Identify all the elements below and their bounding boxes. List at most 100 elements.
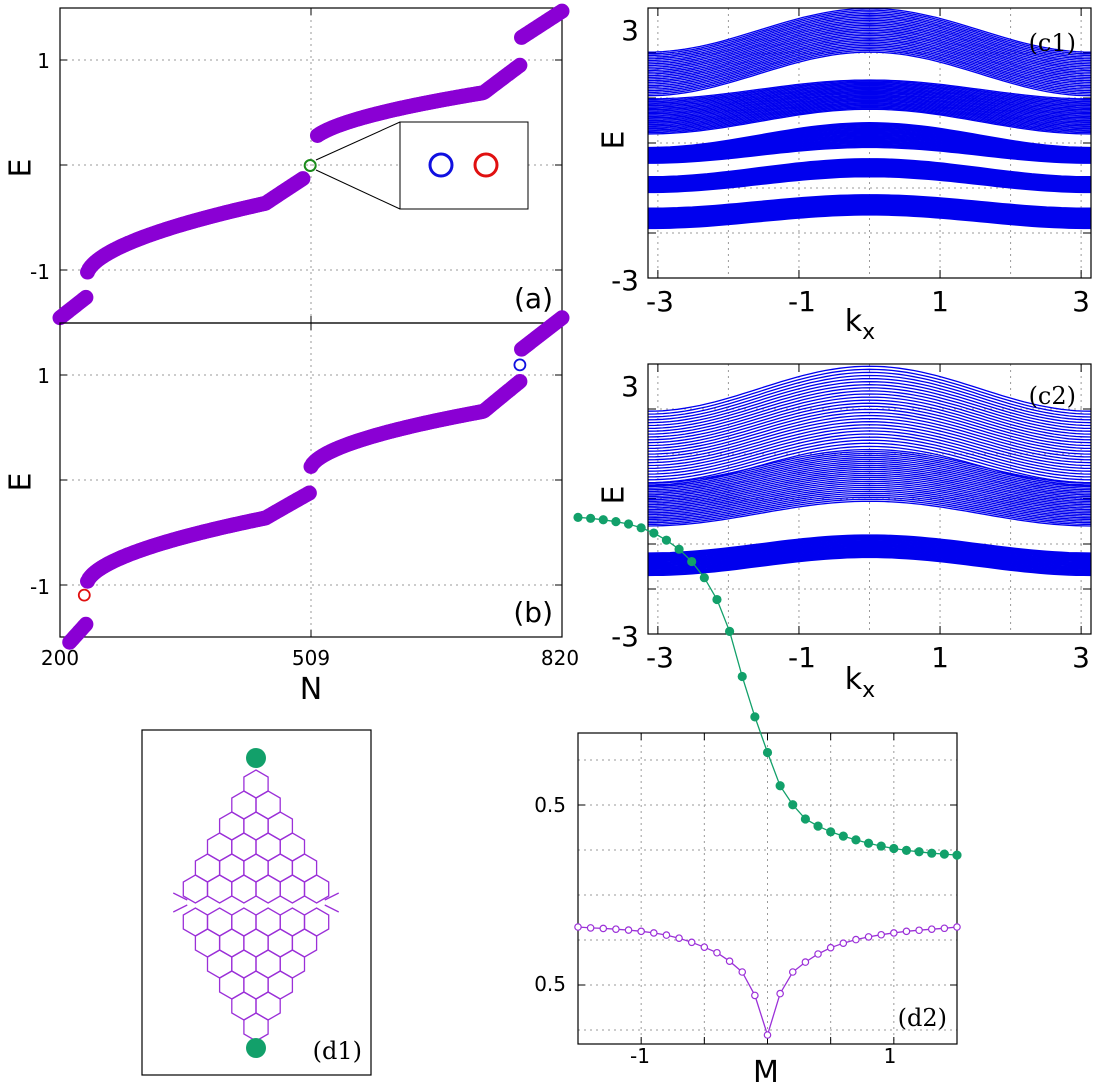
band-line xyxy=(647,460,1092,494)
band-line xyxy=(647,486,1092,516)
band-line xyxy=(647,39,1092,85)
hexagon xyxy=(206,874,233,904)
bottom-apex-site xyxy=(246,1038,266,1058)
band-line xyxy=(647,104,1092,130)
band-line xyxy=(648,213,1091,229)
band-line xyxy=(647,498,1092,526)
y-axis-label: E xyxy=(597,131,632,150)
band-line xyxy=(647,543,1092,563)
edge-state-marker-red xyxy=(77,588,91,602)
band-line xyxy=(647,537,1092,558)
band-line xyxy=(647,211,1092,227)
data-point xyxy=(952,850,962,860)
band-line xyxy=(648,543,1091,564)
panel-b-eigenvalue-series xyxy=(62,310,570,650)
band-line xyxy=(647,46,1092,92)
data-point xyxy=(890,929,898,937)
data-point xyxy=(776,989,784,998)
band-line xyxy=(648,87,1091,109)
band-line xyxy=(647,377,1092,424)
band-line xyxy=(647,27,1092,73)
band-line xyxy=(648,203,1091,219)
band-line xyxy=(647,174,1092,192)
data-point xyxy=(624,926,633,934)
band-line xyxy=(647,417,1092,461)
band-line xyxy=(648,124,1091,150)
band-line xyxy=(647,387,1092,432)
y-tick-label: -3 xyxy=(611,620,639,653)
panel-c1-band-lines xyxy=(647,7,1092,230)
band-line xyxy=(647,368,1092,415)
data-point xyxy=(927,848,937,858)
x-tick-label: 200 xyxy=(41,646,79,670)
band-line xyxy=(648,209,1091,225)
band-line xyxy=(648,144,1091,163)
band-line xyxy=(648,554,1091,574)
data-point xyxy=(876,841,886,851)
panel-c2-frame xyxy=(647,363,1092,635)
band-line xyxy=(647,535,1092,555)
band-line xyxy=(648,80,1091,101)
x-axis-label: kx xyxy=(845,304,875,345)
data-point xyxy=(713,948,721,957)
band-line xyxy=(647,95,1092,119)
band-line xyxy=(647,36,1092,82)
band-line xyxy=(647,494,1092,522)
band-line xyxy=(647,456,1092,491)
band-line xyxy=(647,452,1092,488)
data-point xyxy=(939,849,949,859)
band-line xyxy=(648,107,1091,134)
band-line xyxy=(648,201,1091,217)
band-line xyxy=(648,541,1091,561)
band-line xyxy=(648,93,1091,118)
x-tick-label: -1 xyxy=(630,1044,650,1068)
band-line xyxy=(647,464,1092,498)
band-line xyxy=(647,41,1092,87)
band-line xyxy=(648,194,1091,210)
data-point xyxy=(940,924,949,933)
bond xyxy=(324,892,340,901)
band-line xyxy=(647,101,1092,127)
data-point xyxy=(927,925,936,933)
panel-d2: 0.5 0.5 -1 1 M (d2) xyxy=(534,512,962,1087)
band-line xyxy=(647,86,1092,108)
y-axis-label: E xyxy=(597,486,632,505)
panel-c1-frame xyxy=(647,7,1092,279)
band-line xyxy=(647,99,1092,124)
band-line xyxy=(648,555,1091,576)
data-point xyxy=(738,968,747,976)
x-axis-label: N xyxy=(300,672,322,707)
band-line xyxy=(648,96,1091,120)
band-line xyxy=(648,91,1091,115)
band-line xyxy=(648,98,1091,123)
y-tick-label: 0.5 xyxy=(534,972,566,996)
inset-marker-blue xyxy=(428,152,454,178)
band-line xyxy=(648,139,1091,160)
panel-label-d2: (d2) xyxy=(898,1004,947,1032)
y-tick-label: -1 xyxy=(30,575,50,599)
band-line xyxy=(647,51,1092,97)
band-line xyxy=(648,143,1091,163)
band-line xyxy=(648,553,1091,573)
band-line xyxy=(647,208,1092,223)
band-line xyxy=(648,146,1091,164)
band-line xyxy=(647,38,1092,83)
top-apex-site xyxy=(246,748,266,768)
band-line xyxy=(647,138,1092,159)
band-line xyxy=(648,105,1091,131)
band-line xyxy=(647,492,1092,521)
band-line xyxy=(647,79,1092,100)
data-point xyxy=(623,519,634,529)
band-line xyxy=(647,34,1092,80)
band-line xyxy=(647,549,1092,570)
band-line xyxy=(647,160,1092,180)
band-line xyxy=(648,548,1091,568)
data-point xyxy=(554,310,570,326)
band-line xyxy=(648,141,1091,161)
band-line xyxy=(648,168,1091,187)
band-line xyxy=(648,466,1091,499)
x-tick-label: 820 xyxy=(541,646,579,670)
data-point xyxy=(788,800,798,810)
band-line xyxy=(647,81,1092,103)
x-axis-label: M xyxy=(753,1055,779,1087)
